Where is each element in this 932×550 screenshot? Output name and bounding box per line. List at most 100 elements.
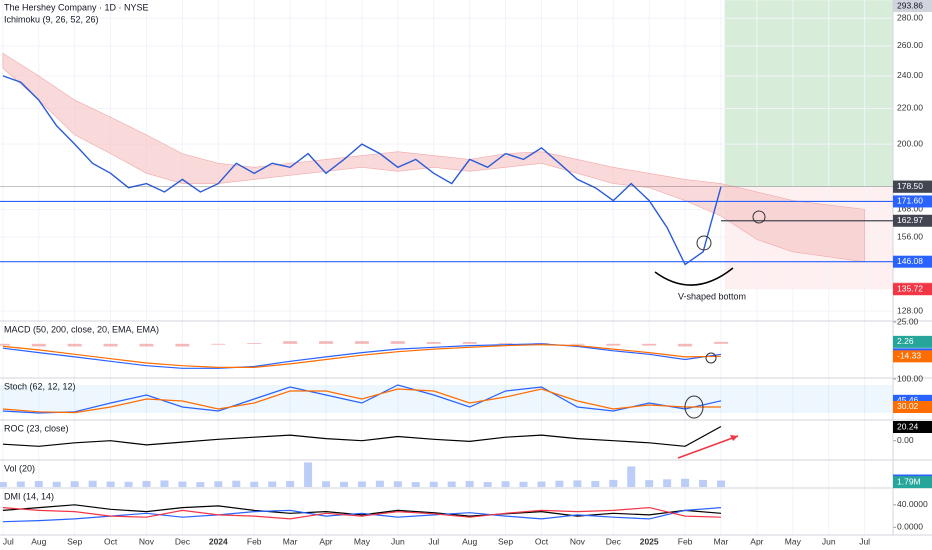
- price-badge: [893, 350, 932, 363]
- y-tick-label: 128.00: [897, 305, 923, 315]
- y-tick-label: 240.00: [897, 70, 923, 80]
- price-badge: [893, 335, 932, 348]
- x-tick-label: Mar: [714, 536, 729, 546]
- price-badge-label: 162.97: [897, 215, 923, 225]
- series-line: [2, 425, 722, 447]
- histogram-bar: [0, 343, 10, 346]
- highlight-circle: [684, 395, 704, 419]
- price-badge-label: 178.50: [897, 181, 923, 191]
- arrow-head: [730, 435, 738, 441]
- y-tick-label: 156.00: [897, 231, 923, 241]
- x-tick-label: Dec: [606, 536, 622, 546]
- x-tick-label: May: [785, 536, 802, 546]
- histogram-bar: [354, 341, 369, 344]
- histogram-bar: [175, 343, 190, 347]
- x-tick-label: Apr: [319, 536, 332, 546]
- y-tick-label: 0.0000: [897, 522, 923, 532]
- volume-bar: [124, 481, 133, 487]
- histogram-bar: [67, 343, 82, 347]
- volume-bar: [16, 481, 25, 487]
- histogram-bar: [319, 341, 334, 344]
- price-badge: [893, 255, 932, 268]
- decorations: [654, 210, 766, 459]
- x-tick-label: Jun: [391, 536, 405, 546]
- x-tick-label: Oct: [535, 536, 549, 546]
- y-tick-label: 200.00: [897, 138, 923, 148]
- histogram-bar: [714, 341, 729, 344]
- price-badge-label: 135.72: [897, 283, 923, 293]
- volume-bar: [286, 480, 295, 487]
- data: [0, 52, 893, 523]
- trend-arrow: [677, 435, 739, 459]
- volume-bar: [70, 481, 79, 487]
- volume-bar: [322, 481, 331, 487]
- price-badge-label: -14.33: [897, 351, 921, 361]
- x-tick-label: Jul: [428, 536, 439, 546]
- price-badge: [893, 421, 932, 433]
- volume-bar: [699, 479, 708, 487]
- volume-bar: [429, 481, 438, 487]
- histogram-bar: [642, 343, 657, 346]
- price-badge: [893, 214, 932, 227]
- volume-bar: [555, 480, 564, 487]
- y-tick-label: 220.00: [897, 103, 923, 113]
- volume-bar: [268, 481, 277, 487]
- price-badge: [893, 180, 932, 193]
- panel-title: Stoch (62, 12, 12): [4, 381, 76, 391]
- y-tick-label: 100.00: [897, 373, 923, 383]
- volume-bar: [681, 478, 690, 487]
- price-badge: [893, 400, 932, 413]
- series-line: [2, 388, 721, 414]
- volume-bar: [214, 481, 223, 487]
- volume-bar: [250, 481, 259, 487]
- x-tick-label: Dec: [175, 536, 191, 546]
- target-zone: [724, 0, 893, 187]
- series-line: [2, 344, 722, 368]
- price-badge-label: 20.24: [897, 421, 919, 431]
- volume-bar: [393, 481, 402, 487]
- panel-title: DMI (14, 14): [4, 491, 54, 501]
- highlight-circle: [696, 235, 712, 251]
- y-tick-label: 260.00: [897, 40, 923, 50]
- bottom-arc: [654, 267, 734, 286]
- volume-bar: [501, 481, 510, 487]
- volume-bar: [591, 480, 600, 487]
- x-tick-label: Apr: [750, 536, 763, 546]
- x-tick-label: Mar: [283, 536, 298, 546]
- histogram-bar: [606, 343, 621, 346]
- histogram-bar: [31, 343, 46, 347]
- price-badge: [893, 476, 932, 489]
- annotation: V-shaped bottom: [678, 291, 746, 301]
- volume-bar: [160, 480, 169, 487]
- price-badge-label: 146.08: [897, 256, 923, 266]
- series-line: [2, 506, 722, 520]
- volume-bar: [196, 482, 205, 487]
- x-tick-label: 2025: [640, 536, 659, 546]
- volume-bar: [106, 481, 115, 487]
- y-tick-label: 0.00: [897, 435, 914, 445]
- histogram-bar: [103, 343, 118, 347]
- volume-bar: [375, 480, 384, 487]
- volume-bar: [483, 482, 492, 487]
- x-tick-label: Feb: [247, 536, 262, 546]
- volume-bar: [663, 479, 672, 487]
- y-tick-label: 168.00: [897, 204, 923, 214]
- price-badge-label: 45.46: [897, 395, 919, 405]
- price-badge: [893, 195, 932, 208]
- y-tick-label: 280.00: [897, 13, 923, 23]
- x-tick-label: Sep: [67, 536, 82, 546]
- x-tick-label: Nov: [139, 536, 155, 546]
- x-tick-label: Jun: [822, 536, 836, 546]
- histogram-bar: [498, 342, 513, 344]
- volume-bar: [142, 480, 151, 487]
- histogram-bar: [462, 342, 477, 344]
- series-line: [2, 504, 722, 517]
- volume-bar: [232, 480, 241, 487]
- volume-bar: [537, 481, 546, 487]
- volume-bar: [465, 480, 474, 487]
- volume-bar: [627, 466, 636, 487]
- histogram-bar: [247, 342, 262, 344]
- price-badge-label: 2.26: [897, 336, 914, 346]
